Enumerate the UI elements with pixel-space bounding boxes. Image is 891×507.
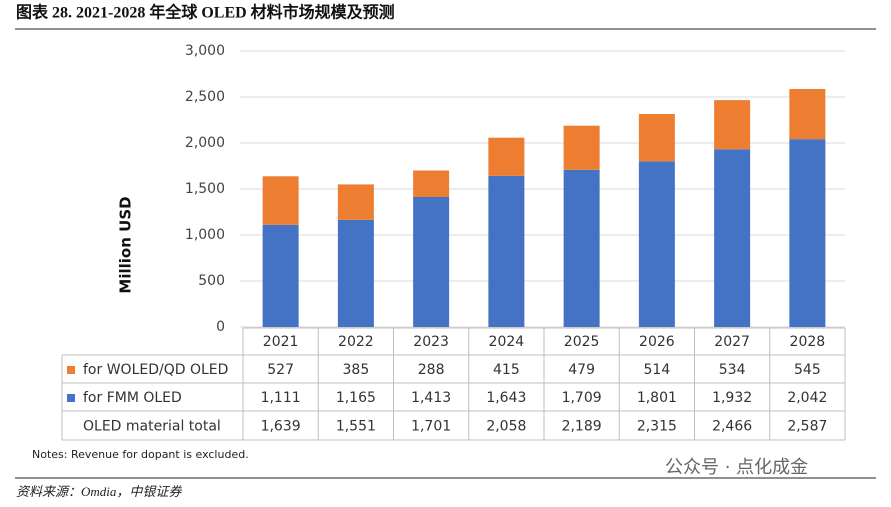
- watermark: 公众号 · 点化成金: [665, 457, 808, 478]
- table-value: 1,709: [562, 390, 602, 406]
- table-value: 1,643: [486, 390, 526, 406]
- bar-segment: [337, 184, 374, 220]
- bar-segment: [262, 224, 299, 327]
- x-tick-label: 2026: [639, 334, 675, 350]
- table-value: 385: [343, 362, 370, 378]
- y-tick-label: 2,500: [185, 89, 225, 105]
- y-tick-label: 500: [198, 273, 225, 289]
- bar-segment: [638, 114, 675, 162]
- legend-key: [67, 394, 75, 402]
- total-label: OLED material total: [83, 419, 221, 435]
- bar-segment: [262, 176, 299, 225]
- bar-segment: [563, 125, 600, 170]
- x-tick-label: 2023: [413, 334, 449, 350]
- bar-segment: [488, 137, 525, 176]
- legend-label: for WOLED/QD OLED: [83, 362, 228, 378]
- bar-segment: [413, 197, 450, 327]
- bar-segment: [714, 149, 751, 327]
- total-value: 2,058: [486, 419, 526, 435]
- total-value: 1,551: [336, 419, 376, 435]
- bar-segment: [789, 88, 826, 140]
- total-value: 2,189: [562, 419, 602, 435]
- table-value: 514: [644, 362, 671, 378]
- legend-label: for FMM OLED: [83, 390, 182, 406]
- total-value: 2,587: [787, 419, 827, 435]
- y-tick-label: 1,000: [185, 227, 225, 243]
- bar-segment: [337, 219, 374, 327]
- x-tick-label: 2027: [714, 334, 750, 350]
- note: Notes: Revenue for dopant is excluded.: [32, 448, 249, 461]
- total-value: 2,315: [637, 419, 677, 435]
- bar-segment: [488, 175, 525, 327]
- source: 资料来源：Omdia，中银证券: [16, 484, 182, 499]
- y-tick-label: 1,500: [185, 181, 225, 197]
- x-tick-label: 2022: [338, 334, 374, 350]
- bar-segment: [789, 139, 826, 327]
- table-value: 534: [719, 362, 746, 378]
- total-value: 1,701: [411, 419, 451, 435]
- table-value: 527: [267, 362, 294, 378]
- y-tick-label: 2,000: [185, 135, 225, 151]
- table-value: 288: [418, 362, 445, 378]
- table-value: 1,801: [637, 390, 677, 406]
- table-value: 1,111: [261, 390, 301, 406]
- total-value: 1,639: [261, 419, 301, 435]
- table-value: 1,932: [712, 390, 752, 406]
- total-value: 2,466: [712, 419, 752, 435]
- x-tick-label: 2021: [263, 334, 299, 350]
- y-tick-label: 3,000: [185, 43, 225, 59]
- page-title: 图表 28. 2021-2028 年全球 OLED 材料市场规模及预测: [16, 3, 395, 22]
- x-tick-label: 2024: [489, 334, 525, 350]
- table-value: 415: [493, 362, 520, 378]
- y-tick-label: 0: [216, 319, 225, 335]
- table-value: 2,042: [787, 390, 827, 406]
- bar-segment: [714, 100, 751, 150]
- x-tick-label: 2028: [790, 334, 826, 350]
- table-value: 479: [568, 362, 595, 378]
- bar-segment: [638, 161, 675, 327]
- table-value: 1,165: [336, 390, 376, 406]
- bar-segment: [563, 169, 600, 327]
- table-value: 1,413: [411, 390, 451, 406]
- table-value: 545: [794, 362, 821, 378]
- y-axis-label: Million USD: [117, 196, 135, 293]
- x-tick-label: 2025: [564, 334, 600, 350]
- bar-segment: [413, 170, 450, 198]
- legend-key: [67, 366, 75, 374]
